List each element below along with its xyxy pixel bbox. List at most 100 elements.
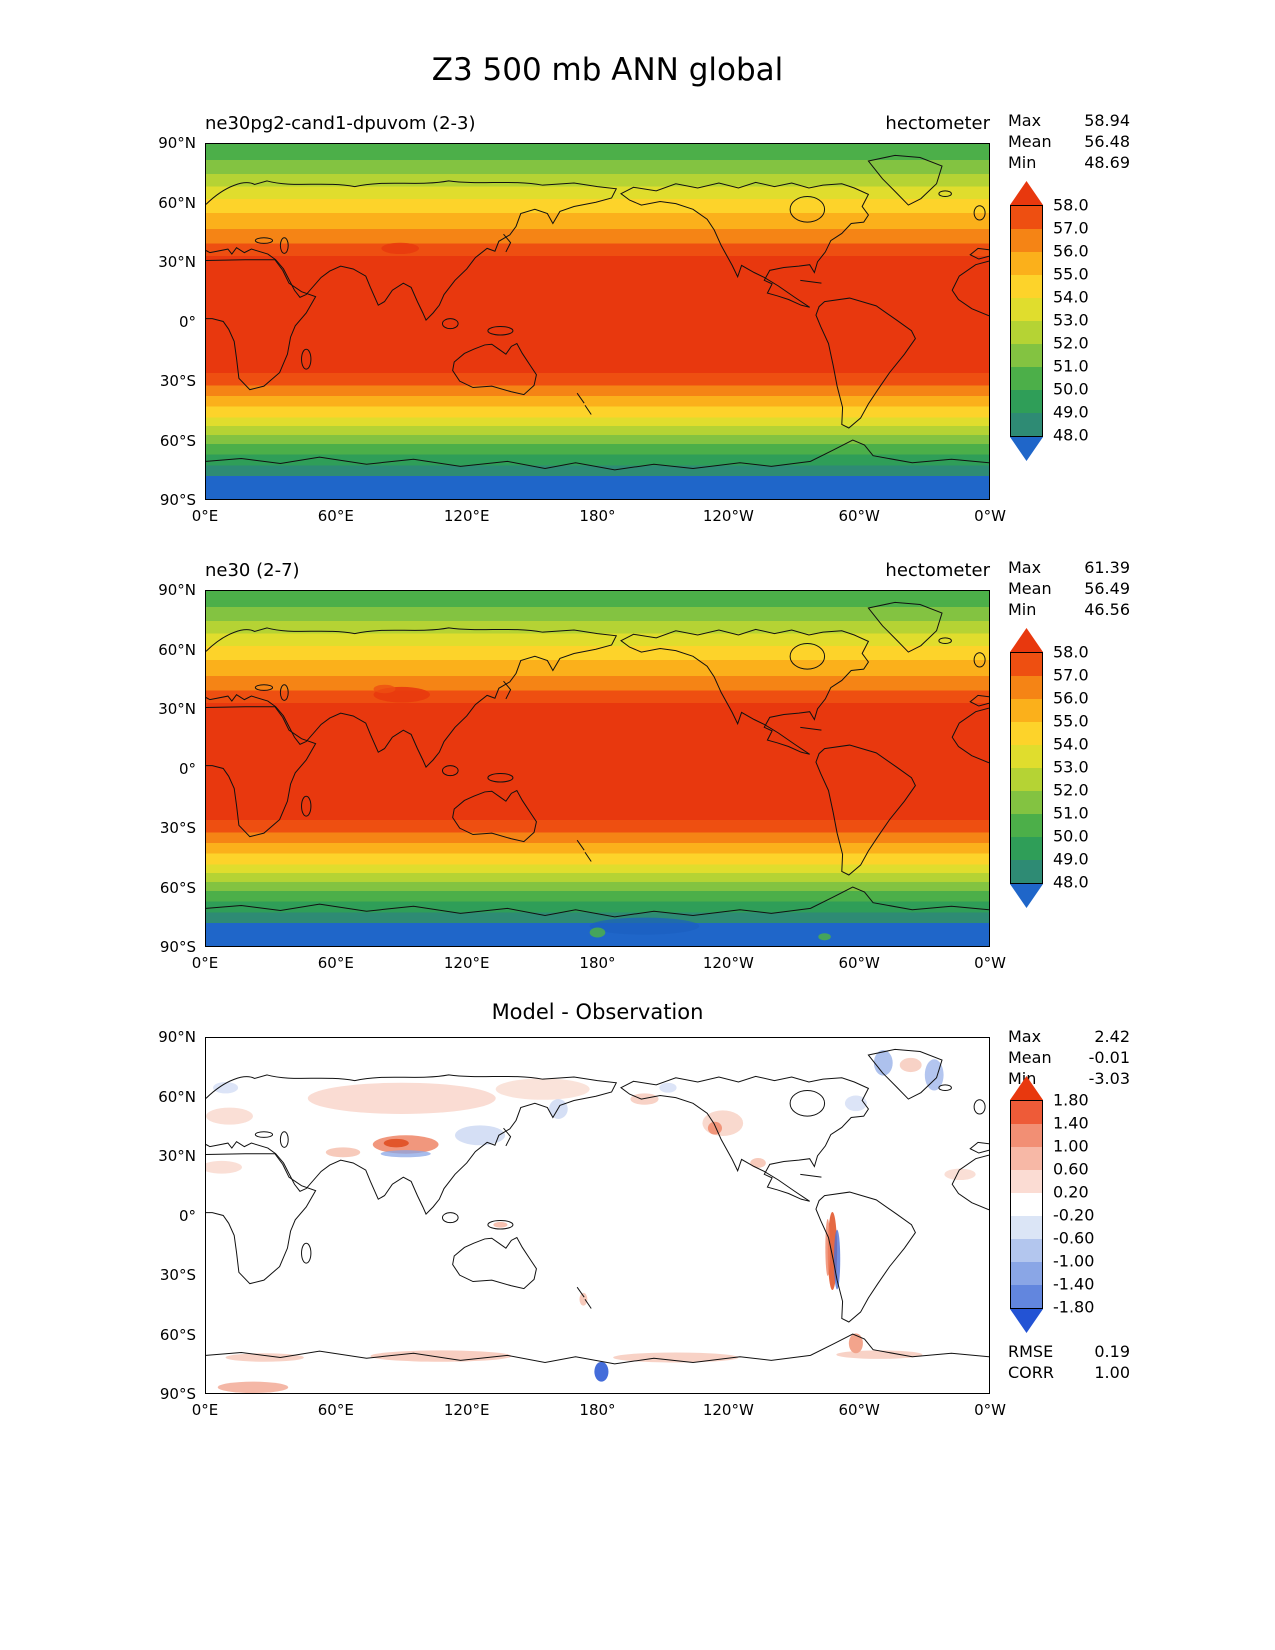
stat-mean-label: Mean (1008, 132, 1052, 151)
lon-tick-label: 0°E (191, 1401, 219, 1419)
panel1-units: hectometer (885, 113, 990, 134)
stat-max: Max 61.39 (1008, 557, 1130, 578)
lon-tick-label: 60°E (317, 954, 354, 972)
lon-tick-label: 60°W (838, 1401, 880, 1419)
colorbar-tick: -1.00 (1053, 1251, 1095, 1271)
lat-tick-label: 90°S (159, 938, 196, 956)
colorbar-extend-max (1010, 628, 1043, 652)
lon-tick-label: 120°E (443, 954, 490, 972)
colorbar-tick: 53.0 (1053, 757, 1089, 777)
lat-tick-label: 60°N (158, 640, 196, 659)
lat-tick-label: 60°N (158, 193, 196, 212)
stat-mean-value: 56.48 (1084, 132, 1130, 151)
lat-tick-label: 60°S (159, 431, 196, 450)
stat-corr-value: 1.00 (1094, 1363, 1130, 1382)
coastlines-layer (206, 154, 989, 471)
lat-tick-label: 60°N (158, 1087, 196, 1106)
colorbar-tick: 1.00 (1053, 1136, 1089, 1156)
stat-max-label: Max (1008, 558, 1042, 577)
lon-tick-label: 180° (579, 507, 616, 525)
map-model2 (205, 590, 990, 947)
colorbar-tick: 50.0 (1053, 379, 1089, 399)
lat-tick-label: 90°N (158, 134, 196, 152)
colorbar-extend-min (1010, 437, 1043, 461)
stat-max: Max 2.42 (1008, 1026, 1130, 1047)
lat-tick-label: 90°N (158, 1028, 196, 1046)
colorbar-tick: 48.0 (1053, 872, 1089, 892)
colorbar-tick: 56.0 (1053, 241, 1089, 261)
colorbar-tick: 54.0 (1053, 287, 1089, 307)
colorbar-tick: -0.20 (1053, 1205, 1095, 1225)
lon-tick-label: 60°W (838, 507, 880, 525)
stat-min-value: 46.56 (1084, 600, 1130, 619)
lon-tick-label: 120°W (702, 1401, 754, 1419)
panel1-stats: Max 58.94 Mean 56.48 Min 48.69 (1008, 110, 1130, 173)
colorbar-tick: 49.0 (1053, 402, 1089, 422)
lon-tick-label: 60°W (838, 954, 880, 972)
colorbar-body (1010, 652, 1043, 884)
map-model1-overlay (206, 154, 989, 471)
stat-min-value: -3.03 (1088, 1069, 1130, 1088)
stat-max: Max 58.94 (1008, 110, 1130, 131)
map-model2-overlay (206, 601, 989, 941)
lat-tick-label: 0° (178, 1206, 196, 1225)
lon-tick-label: 180° (579, 1401, 616, 1419)
colorbar-tick: 51.0 (1053, 356, 1089, 376)
colorbar-tick: 48.0 (1053, 425, 1089, 445)
lon-tick-label: 120°E (443, 507, 490, 525)
colorbar-tick: -0.60 (1053, 1228, 1095, 1248)
panel3-stats: Max 2.42 Mean -0.01 Min -3.03 (1008, 1026, 1130, 1089)
lon-tick-label: 0°E (191, 954, 219, 972)
colorbar-extend-min (1010, 884, 1043, 908)
map-model1 (205, 143, 990, 500)
lat-tick-label: 30°N (158, 1147, 196, 1165)
panel3-skill-stats: RMSE 0.19 CORR 1.00 (1008, 1341, 1130, 1383)
lon-tick-label: 60°E (317, 1401, 354, 1419)
stat-min-value: 48.69 (1084, 153, 1130, 172)
stat-corr: CORR 1.00 (1008, 1362, 1130, 1383)
stat-max-value: 58.94 (1084, 111, 1130, 130)
colorbar-tick: 51.0 (1053, 803, 1089, 823)
panel3-title: Model - Observation (491, 1000, 704, 1024)
stat-rmse: RMSE 0.19 (1008, 1341, 1130, 1362)
colorbar-tick: 57.0 (1053, 218, 1089, 238)
lat-tick-label: 60°S (159, 878, 196, 897)
stat-mean-value: -0.01 (1088, 1048, 1130, 1067)
colorbar-model1 (1010, 181, 1043, 461)
lon-tick-label: 60°E (317, 507, 354, 525)
colorbar-tick: 55.0 (1053, 711, 1089, 731)
diff-anomaly-layer (206, 1050, 976, 1393)
stat-rmse-value: 0.19 (1094, 1342, 1130, 1361)
panel2-stats: Max 61.39 Mean 56.49 Min 46.56 (1008, 557, 1130, 620)
stat-max-value: 61.39 (1084, 558, 1130, 577)
colorbar-extend-max (1010, 1076, 1043, 1100)
colorbar-tick: 52.0 (1053, 780, 1089, 800)
lat-tick-label: 30°N (158, 700, 196, 718)
map-diff-overlay (206, 1048, 989, 1393)
colorbar-tick: -1.80 (1053, 1297, 1095, 1317)
stat-mean-label: Mean (1008, 1048, 1052, 1067)
lat-tick-label: 90°N (158, 581, 196, 599)
lat-tick-label: 30°S (159, 372, 196, 390)
colorbar-extend-max (1010, 181, 1043, 205)
coastlines-layer (206, 601, 989, 918)
colorbar-tick: 1.40 (1053, 1113, 1089, 1133)
lat-tick-label: 90°S (159, 1385, 196, 1403)
colorbar-tick: 0.60 (1053, 1159, 1089, 1179)
colorbar-model2 (1010, 628, 1043, 908)
stat-mean: Mean -0.01 (1008, 1047, 1130, 1068)
stat-mean-value: 56.49 (1084, 579, 1130, 598)
lat-tick-label: 0° (178, 759, 196, 778)
lat-tick-label: 30°N (158, 253, 196, 271)
colorbar-tick: 0.20 (1053, 1182, 1089, 1202)
colorbar-tick: 58.0 (1053, 195, 1089, 215)
colorbar-tick: -1.40 (1053, 1274, 1095, 1294)
lon-tick-label: 120°W (702, 507, 754, 525)
panel2-title: ne30 (2-7) (205, 560, 300, 581)
stat-min-label: Min (1008, 153, 1037, 172)
colorbar-tick: 50.0 (1053, 826, 1089, 846)
stat-mean: Mean 56.49 (1008, 578, 1130, 599)
lon-tick-label: 0°W (974, 954, 1006, 972)
colorbar-extend-min (1010, 1309, 1043, 1333)
